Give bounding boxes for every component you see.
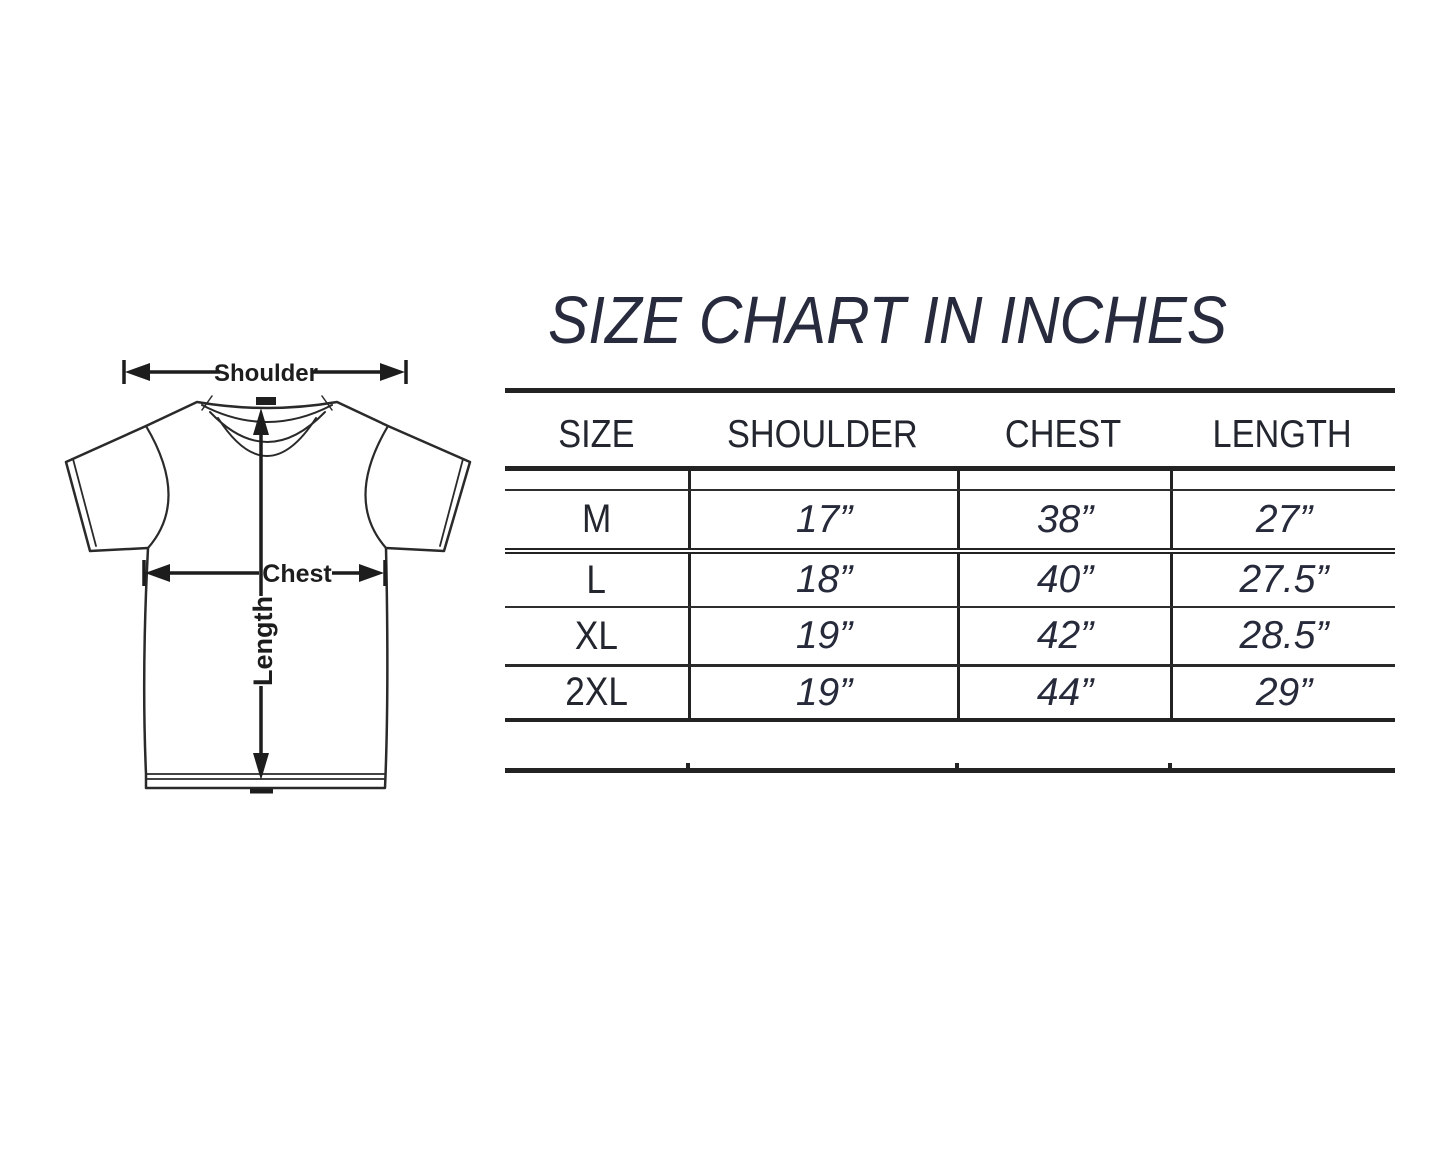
rule-tick bbox=[1168, 763, 1172, 768]
size-value: L bbox=[586, 557, 607, 602]
table-spacer-row bbox=[505, 471, 1395, 491]
size-value: XL bbox=[574, 613, 619, 658]
column-header-size: SIZE bbox=[558, 413, 635, 456]
tshirt-measurement-diagram: Shoulder Length Chest bbox=[64, 360, 472, 794]
length-value: 27.5” bbox=[1170, 554, 1395, 606]
tshirt-outline-icon bbox=[64, 395, 472, 790]
column-header-chest: CHEST bbox=[1005, 413, 1122, 456]
chest-value: 38” bbox=[957, 491, 1170, 548]
length-value: 28.5” bbox=[1170, 608, 1395, 664]
column-header-shoulder: SHOULDER bbox=[727, 413, 918, 456]
chest-value: 42” bbox=[957, 608, 1170, 664]
length-value: 29” bbox=[1170, 667, 1395, 718]
rule-tick bbox=[955, 763, 959, 768]
table-bottom-rule bbox=[505, 763, 1395, 773]
neck-tag-icon bbox=[256, 397, 276, 405]
page-title: SIZE CHART IN INCHES bbox=[548, 283, 1228, 358]
table-row-2xl: 2XL 19” 44” 29” bbox=[505, 667, 1395, 722]
table-row-xl: XL 19” 42” 28.5” bbox=[505, 608, 1395, 667]
chest-value: 44” bbox=[957, 667, 1170, 718]
chest-label: Chest bbox=[262, 560, 332, 588]
column-header-length: LENGTH bbox=[1212, 413, 1353, 456]
size-chart-table: SIZE SHOULDER CHEST LENGTH M 17” 38” 27”… bbox=[505, 388, 1395, 722]
length-measure-arrow: Length bbox=[248, 408, 278, 794]
length-value: 27” bbox=[1170, 491, 1395, 548]
shoulder-label: Shoulder bbox=[214, 360, 318, 387]
length-label: Length bbox=[248, 596, 278, 686]
shoulder-value: 19” bbox=[688, 667, 957, 718]
shoulder-value: 18” bbox=[688, 554, 957, 606]
table-row-m: M 17” 38” 27” bbox=[505, 491, 1395, 554]
chest-value: 40” bbox=[957, 554, 1170, 606]
shoulder-value: 19” bbox=[688, 608, 957, 664]
chest-measure-arrow: Chest bbox=[142, 560, 387, 588]
shoulder-value: 17” bbox=[688, 491, 957, 548]
table-row-l: L 18” 40” 27.5” bbox=[505, 554, 1395, 608]
size-value: M bbox=[581, 497, 612, 541]
shoulder-measure-arrow: Shoulder bbox=[122, 360, 408, 387]
rule-tick bbox=[686, 763, 690, 768]
size-value: 2XL bbox=[565, 670, 628, 714]
table-header-row: SIZE SHOULDER CHEST LENGTH bbox=[505, 393, 1395, 471]
